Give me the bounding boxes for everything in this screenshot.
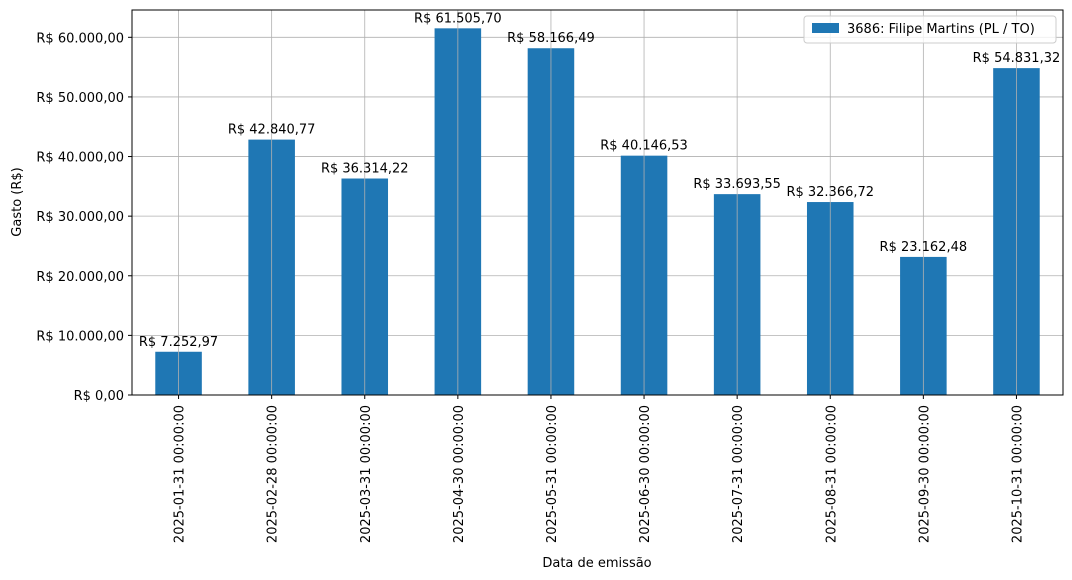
x-tick-label: 2025-05-31 00:00:00 bbox=[545, 405, 560, 543]
y-tick-label: R$ 10.000,00 bbox=[36, 329, 124, 344]
x-tick-label: 2025-01-31 00:00:00 bbox=[173, 405, 188, 543]
y-tick-label: R$ 60.000,00 bbox=[36, 31, 124, 46]
legend-swatch bbox=[812, 23, 839, 33]
bar-value-label: R$ 7.252,97 bbox=[139, 335, 218, 350]
vertical-grid-lines bbox=[178, 10, 1017, 395]
x-tick-label: 2025-03-31 00:00:00 bbox=[359, 405, 374, 543]
bar-value-label: R$ 36.314,22 bbox=[321, 162, 409, 177]
legend-box bbox=[803, 15, 1057, 44]
legend-series-name: 3686: Filipe Martins (PL / TO) bbox=[847, 22, 1035, 37]
y-tick-label: R$ 30.000,00 bbox=[36, 210, 124, 225]
y-tick-label: R$ 40.000,00 bbox=[36, 151, 124, 166]
x-tick-label: 2025-09-30 00:00:00 bbox=[917, 405, 932, 543]
x-tick-label: 2025-06-30 00:00:00 bbox=[638, 405, 653, 543]
bar-value-labels: R$ 7.252,97 R$ 42.840,77 R$ 36.314,22 R$ 61… bbox=[139, 11, 1060, 349]
y-tick-label: R$ 0,00 bbox=[74, 389, 124, 404]
x-tick-label: 2025-02-28 00:00:00 bbox=[266, 405, 281, 543]
bar-value-label: R$ 61.505,70 bbox=[414, 11, 502, 26]
bar-value-label: R$ 32.366,72 bbox=[786, 185, 874, 200]
y-axis: R$ 0,00 R$ 10.000,00 R$ 20.000,00 R$ 30.000… bbox=[36, 31, 132, 404]
y-tick-label: R$ 20.000,00 bbox=[36, 270, 124, 285]
plot-frame bbox=[131, 9, 1064, 396]
x-tick-label: 2025-08-31 00:00:00 bbox=[824, 405, 839, 543]
bar-value-label: R$ 40.146,53 bbox=[600, 139, 688, 154]
bar-value-label: R$ 58.166,49 bbox=[507, 31, 595, 46]
bar-value-label: R$ 33.693,55 bbox=[693, 177, 781, 192]
x-tick-label: 2025-10-31 00:00:00 bbox=[1010, 405, 1025, 543]
x-tick-label: 2025-04-30 00:00:00 bbox=[452, 405, 467, 543]
bar-value-label: R$ 23.162,48 bbox=[880, 240, 968, 255]
y-axis-title: Gasto (R$) bbox=[10, 167, 25, 236]
x-axis: 2025-01-31 00:00:00 2025-02-28 00:00:00 20… bbox=[173, 395, 1025, 543]
legend: 3686: Filipe Martins (PL / TO) bbox=[803, 15, 1057, 44]
bar-value-label: R$ 54.831,32 bbox=[973, 51, 1061, 66]
x-axis-title: Data de emissão bbox=[542, 556, 651, 571]
x-tick-label: 2025-07-31 00:00:00 bbox=[731, 405, 746, 543]
y-tick-label: R$ 50.000,00 bbox=[36, 91, 124, 106]
bar-value-label: R$ 42.840,77 bbox=[228, 123, 316, 138]
